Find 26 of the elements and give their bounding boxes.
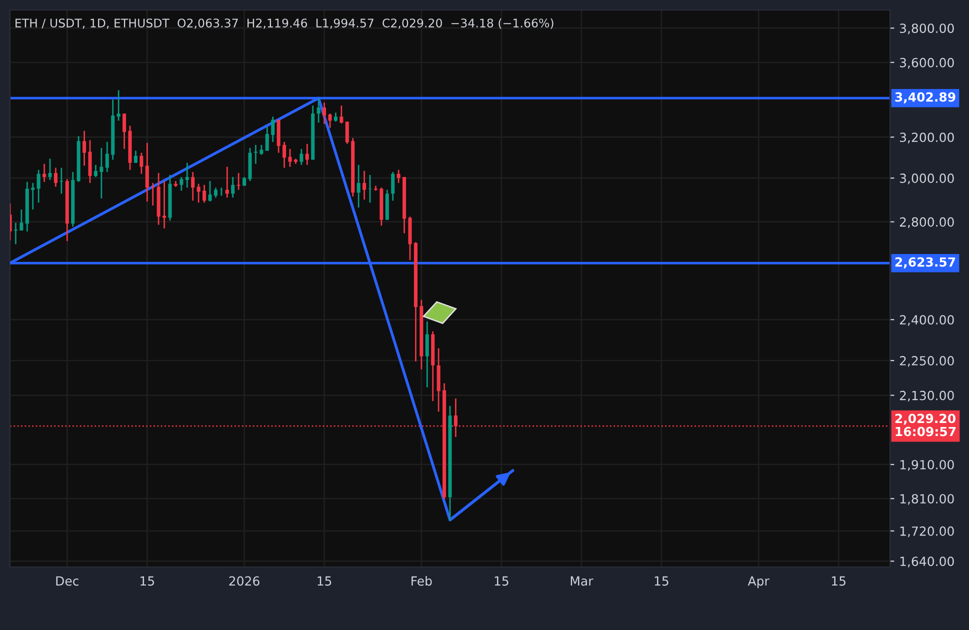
y-tick-label: 2,800.00	[900, 217, 954, 228]
ref-line-label: 2,623.57	[895, 257, 956, 268]
text: ETH / USDT, 1D, ETHUSDT O2,063.37 H2,119.46 L1,994.57 C2,029.20 −34.18 (−1.66%)	[16, 18, 554, 29]
y-tick-label: 3,600.00	[900, 58, 954, 69]
x-tick-label: Apr	[748, 576, 770, 588]
y-tick-label: 2,130.00	[900, 390, 954, 402]
x-tick-label: Dec	[56, 576, 78, 586]
y-tick-label: 3,000.00	[900, 174, 954, 184]
x-tick-label: 2026	[229, 576, 260, 586]
x-tick-label: 15	[654, 576, 668, 586]
y-tick-label: 3,800.00	[900, 24, 954, 34]
y-tick-label: 3,200.00	[900, 132, 954, 144]
x-tick-label: 15	[494, 576, 508, 586]
y-tick-label: 1,810.00	[900, 494, 954, 505]
y-tick-label: 1,910.00	[900, 460, 954, 471]
ref-line-label: 2,029.20 16:09:57	[895, 414, 956, 436]
x-tick-label: Feb	[412, 576, 432, 586]
x-tick-label: 15	[832, 576, 846, 586]
y-tick-label: 1,720.00	[900, 526, 954, 538]
x-tick-label: 15	[140, 576, 154, 586]
y-tick-label: 2,400.00	[900, 315, 954, 326]
x-tick-label: 15	[318, 576, 332, 586]
y-tick-label: 1,640.00	[900, 556, 954, 568]
x-tick-label: Mar	[570, 576, 594, 586]
ref-line-label: 3,402.89	[895, 92, 956, 104]
y-tick-label: 2,250.00	[900, 356, 954, 367]
